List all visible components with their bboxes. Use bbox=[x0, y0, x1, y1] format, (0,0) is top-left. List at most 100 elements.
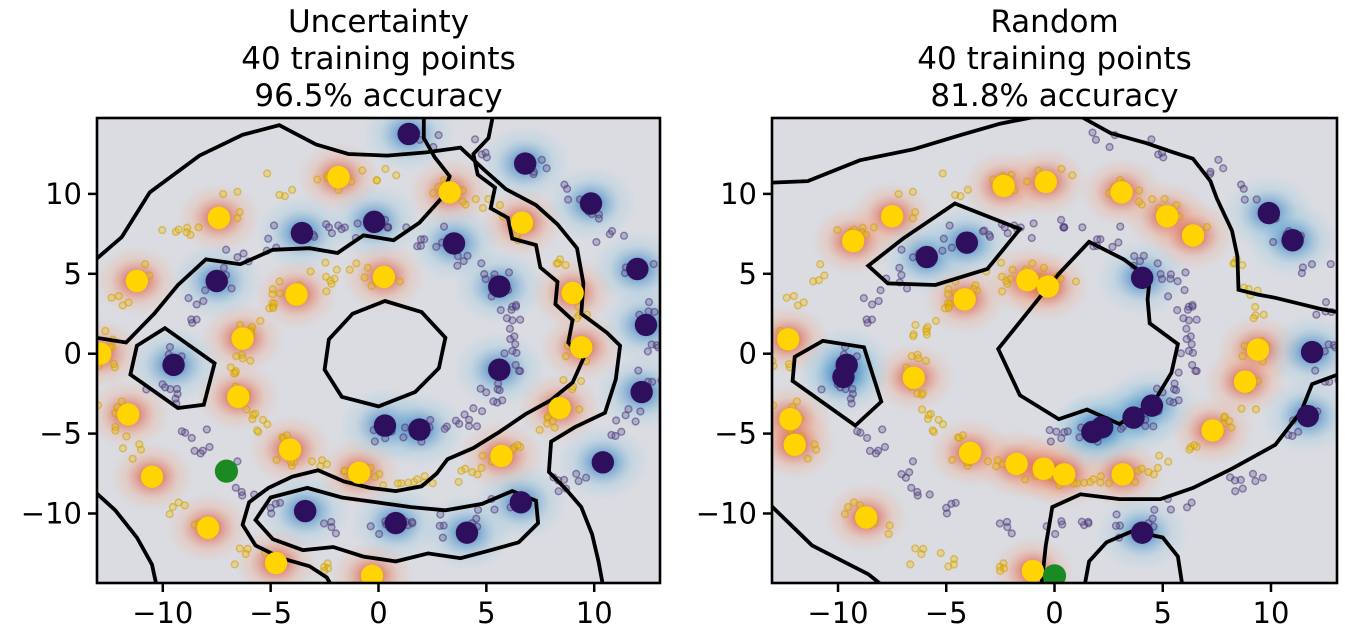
training-point-yellow bbox=[227, 385, 250, 409]
training-point-purple bbox=[488, 358, 511, 381]
pool-point-purple bbox=[511, 360, 520, 370]
pool-point-yellow bbox=[911, 207, 920, 217]
pool-point-purple bbox=[902, 284, 912, 293]
pool-point-yellow bbox=[457, 466, 466, 475]
training-point-purple bbox=[1140, 394, 1164, 417]
pool-point-purple bbox=[1176, 349, 1185, 358]
pool-point-purple bbox=[1248, 469, 1258, 479]
pool-point-purple bbox=[1139, 251, 1148, 260]
pool-point-yellow bbox=[1160, 194, 1169, 204]
pool-point-yellow bbox=[241, 549, 250, 559]
pool-point-purple bbox=[612, 416, 621, 425]
pool-point-purple bbox=[1173, 277, 1182, 286]
pool-point-yellow bbox=[998, 460, 1007, 469]
pool-point-yellow bbox=[263, 169, 272, 178]
pool-point-purple bbox=[859, 294, 868, 303]
pool-point-yellow bbox=[575, 405, 584, 414]
pool-point-purple bbox=[1060, 223, 1069, 232]
training-point-purple bbox=[408, 418, 431, 441]
pool-point-yellow bbox=[1220, 412, 1229, 421]
pool-point-yellow bbox=[1227, 423, 1236, 432]
pool-point-purple bbox=[1112, 510, 1121, 519]
pool-point-yellow bbox=[914, 354, 923, 363]
pool-point-yellow bbox=[809, 277, 818, 286]
queried-point-green bbox=[214, 459, 239, 483]
training-point-yellow bbox=[117, 403, 140, 426]
pool-point-purple bbox=[1324, 340, 1333, 349]
pool-point-yellow bbox=[792, 397, 801, 406]
pool-point-yellow bbox=[1137, 464, 1146, 473]
training-point-purple bbox=[373, 414, 397, 437]
axis-ticks: −10 −5 0 5 10 −10 −5 0 5 10 bbox=[21, 177, 613, 630]
pool-point-purple bbox=[507, 305, 516, 314]
training-point-yellow bbox=[1034, 170, 1058, 194]
pool-point-yellow bbox=[321, 258, 330, 267]
pool-point-purple bbox=[451, 416, 460, 425]
decision-boundary-line bbox=[128, 325, 217, 410]
pool-point-yellow bbox=[363, 263, 372, 272]
pool-point-purple bbox=[511, 300, 521, 310]
training-point-purple bbox=[591, 451, 615, 474]
pool-point-purple bbox=[416, 241, 425, 250]
pool-point-yellow bbox=[554, 258, 563, 268]
training-point-yellow bbox=[1155, 205, 1179, 228]
pool-point-yellow bbox=[944, 304, 953, 313]
training-point-yellow bbox=[561, 281, 584, 305]
pool-point-yellow bbox=[360, 273, 369, 282]
pool-point-yellow bbox=[1155, 451, 1164, 460]
pool-point-yellow bbox=[951, 190, 960, 200]
pool-point-yellow bbox=[168, 502, 177, 512]
pool-point-purple bbox=[947, 499, 956, 508]
pool-point-yellow bbox=[124, 298, 133, 307]
pool-point-purple bbox=[1078, 223, 1087, 232]
blue-density-glow bbox=[599, 286, 660, 363]
y-tick-label: 5 bbox=[64, 257, 82, 291]
pool-point-purple bbox=[1181, 268, 1190, 277]
pool-point-purple bbox=[319, 519, 329, 528]
training-point-yellow bbox=[1233, 370, 1257, 393]
pool-point-yellow bbox=[367, 281, 376, 290]
pool-point-purple bbox=[1029, 219, 1038, 228]
pool-point-purple bbox=[453, 261, 462, 270]
pool-point-yellow bbox=[275, 190, 284, 200]
pool-point-yellow bbox=[1251, 405, 1261, 414]
pool-point-yellow bbox=[963, 185, 972, 194]
decision-boundary-line bbox=[865, 201, 1024, 287]
pool-point-yellow bbox=[917, 549, 926, 559]
pool-point-yellow bbox=[392, 171, 401, 180]
training-point-yellow bbox=[1246, 338, 1270, 361]
pool-point-yellow bbox=[938, 169, 947, 178]
pool-point-purple bbox=[500, 349, 509, 358]
pool-point-purple bbox=[172, 384, 182, 394]
pool-point-yellow bbox=[272, 455, 281, 465]
pool-point-purple bbox=[1141, 421, 1150, 431]
pool-point-yellow bbox=[246, 356, 255, 365]
pool-point-yellow bbox=[561, 260, 570, 270]
decision-boundary-line bbox=[97, 491, 158, 583]
x-tick-label: −5 bbox=[249, 596, 292, 630]
pool-point-purple bbox=[1111, 521, 1121, 530]
pool-point-yellow bbox=[226, 363, 235, 372]
training-point-purple bbox=[384, 511, 407, 535]
pool-point-yellow bbox=[561, 352, 571, 361]
pool-point-purple bbox=[594, 214, 603, 223]
pool-point-purple bbox=[463, 251, 472, 260]
pool-point-purple bbox=[862, 433, 872, 443]
training-point-yellow bbox=[880, 205, 904, 228]
pool-point-purple bbox=[876, 286, 885, 295]
training-point-purple bbox=[442, 232, 466, 255]
pool-point-purple bbox=[1046, 437, 1055, 446]
pool-point-yellow bbox=[1134, 186, 1144, 195]
decision-boundary-line bbox=[322, 298, 448, 409]
decision-boundary-line bbox=[772, 118, 1038, 185]
left-panel-title-line2: 40 training points bbox=[241, 41, 516, 77]
x-tick-label: 5 bbox=[477, 596, 495, 630]
pool-point-yellow bbox=[969, 284, 978, 294]
pool-point-yellow bbox=[931, 316, 941, 325]
pool-point-yellow bbox=[906, 560, 915, 569]
training-points bbox=[777, 170, 1324, 583]
pool-point-purple bbox=[560, 475, 569, 485]
pool-point-purple bbox=[634, 366, 643, 375]
training-point-purple bbox=[1257, 201, 1281, 225]
